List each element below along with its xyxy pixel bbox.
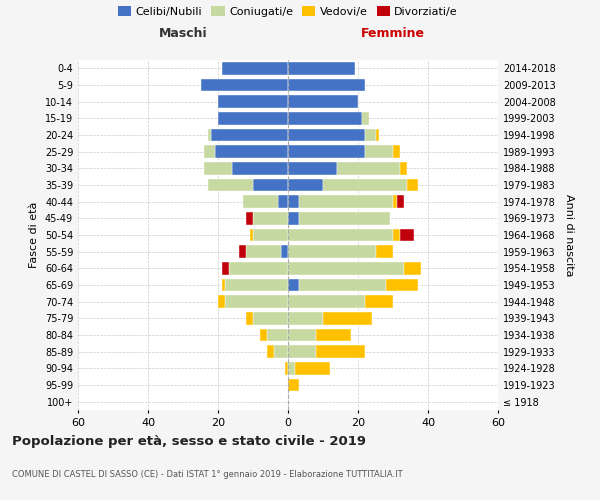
Bar <box>225 296 288 308</box>
Bar <box>288 346 316 358</box>
Bar <box>208 129 211 141</box>
Bar <box>407 179 418 192</box>
Bar <box>376 246 393 258</box>
Text: COMUNE DI CASTEL DI SASSO (CE) - Dati ISTAT 1° gennaio 2019 - Elaborazione TUTTI: COMUNE DI CASTEL DI SASSO (CE) - Dati IS… <box>12 470 403 479</box>
Bar <box>274 346 288 358</box>
Text: Popolazione per età, sesso e stato civile - 2019: Popolazione per età, sesso e stato civil… <box>12 435 366 448</box>
Bar <box>288 212 299 224</box>
Bar <box>221 279 225 291</box>
Bar <box>267 329 288 341</box>
Bar <box>288 62 355 74</box>
Y-axis label: Anni di nascita: Anni di nascita <box>564 194 574 276</box>
Bar <box>253 179 288 192</box>
Bar <box>221 262 229 274</box>
Bar <box>365 146 393 158</box>
Bar <box>218 96 288 108</box>
Bar <box>221 62 288 74</box>
Bar <box>316 329 351 341</box>
Bar <box>397 196 404 208</box>
Legend: Celibi/Nubili, Coniugati/e, Vedovi/e, Divorziati/e: Celibi/Nubili, Coniugati/e, Vedovi/e, Di… <box>115 2 461 20</box>
Bar <box>288 112 361 124</box>
Bar <box>288 96 358 108</box>
Bar <box>288 179 323 192</box>
Bar <box>288 379 299 391</box>
Bar <box>299 212 389 224</box>
Bar <box>218 112 288 124</box>
Bar <box>337 162 400 174</box>
Bar <box>225 279 288 291</box>
Bar <box>229 262 288 274</box>
Bar <box>246 246 281 258</box>
Bar <box>218 296 225 308</box>
Bar <box>299 279 386 291</box>
Bar <box>288 229 393 241</box>
Bar <box>253 312 288 324</box>
Bar <box>386 279 418 291</box>
Bar <box>316 346 365 358</box>
Bar <box>288 129 365 141</box>
Bar <box>400 229 414 241</box>
Bar <box>288 312 323 324</box>
Bar <box>232 162 288 174</box>
Bar <box>288 362 295 374</box>
Bar <box>246 212 253 224</box>
Y-axis label: Fasce di età: Fasce di età <box>29 202 39 268</box>
Bar <box>365 296 393 308</box>
Bar <box>288 196 299 208</box>
Bar <box>376 129 379 141</box>
Bar <box>246 312 253 324</box>
Bar <box>299 196 393 208</box>
Bar <box>400 162 407 174</box>
Bar <box>393 229 400 241</box>
Bar <box>288 146 365 158</box>
Bar <box>365 129 376 141</box>
Bar <box>204 162 232 174</box>
Bar <box>361 112 368 124</box>
Bar <box>267 346 274 358</box>
Bar <box>295 362 330 374</box>
Bar <box>288 329 316 341</box>
Bar <box>211 129 288 141</box>
Bar <box>281 246 288 258</box>
Bar <box>253 212 288 224</box>
Bar <box>288 79 365 92</box>
Bar <box>260 329 267 341</box>
Bar <box>250 229 253 241</box>
Bar <box>393 196 397 208</box>
Bar <box>215 146 288 158</box>
Bar <box>239 246 246 258</box>
Bar <box>253 229 288 241</box>
Bar <box>200 79 288 92</box>
Bar <box>288 162 337 174</box>
Bar <box>277 196 288 208</box>
Text: Maschi: Maschi <box>158 27 208 40</box>
Bar <box>323 179 407 192</box>
Bar <box>288 279 299 291</box>
Text: Femmine: Femmine <box>361 27 425 40</box>
Bar <box>208 179 253 192</box>
Bar <box>242 196 277 208</box>
Bar <box>288 246 376 258</box>
Bar <box>393 146 400 158</box>
Bar <box>204 146 215 158</box>
Bar <box>284 362 288 374</box>
Bar <box>404 262 421 274</box>
Bar <box>323 312 372 324</box>
Bar <box>288 296 365 308</box>
Bar <box>288 262 404 274</box>
